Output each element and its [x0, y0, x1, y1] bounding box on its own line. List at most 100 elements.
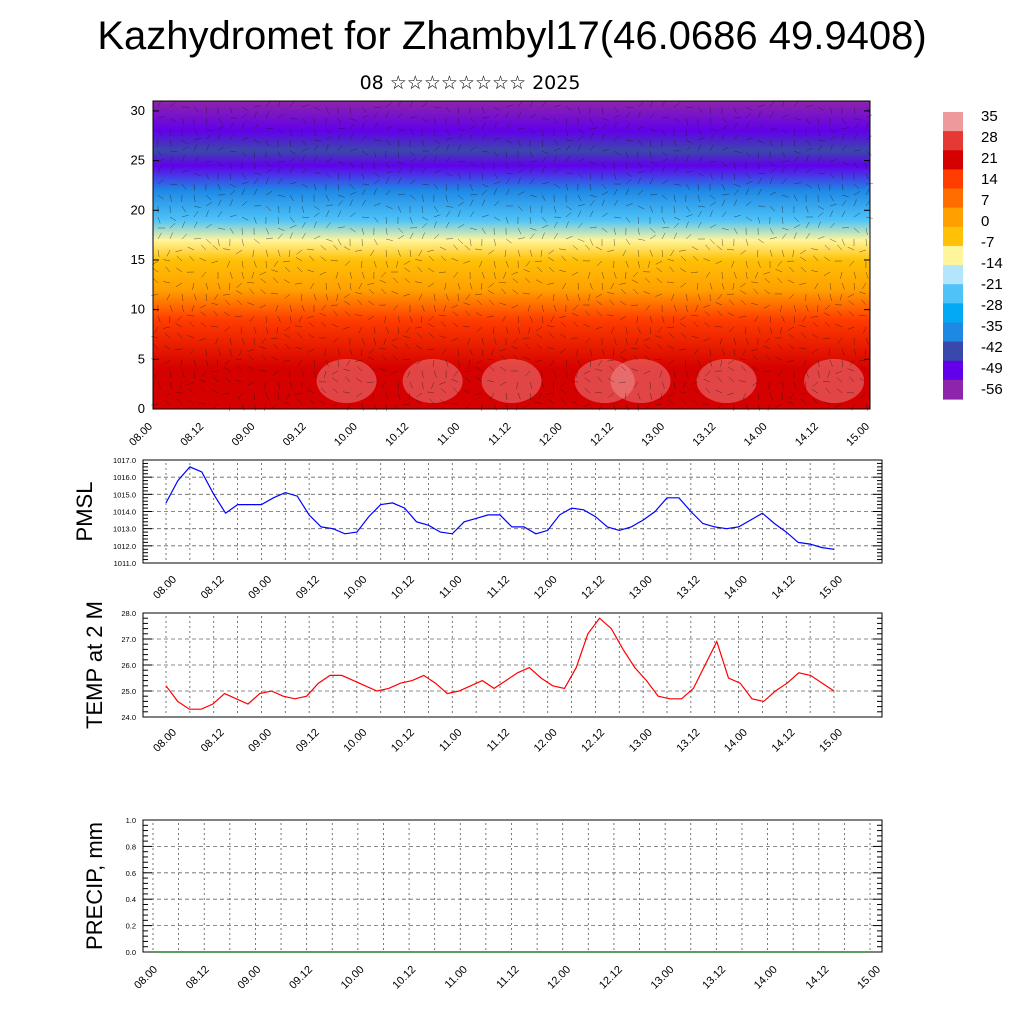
- wind-arrow: [769, 249, 773, 257]
- wind-arrow: [241, 188, 245, 196]
- wind-arrow: [248, 355, 255, 361]
- wind-arrow: [571, 401, 579, 405]
- colorbar-label: 7: [981, 192, 989, 209]
- wind-arrow: [181, 205, 186, 213]
- wind-arrow: [163, 344, 171, 350]
- wind-arrow: [670, 249, 675, 257]
- wind-arrow: [349, 227, 356, 233]
- wind-arrow: [201, 271, 207, 278]
- wind-arrow: [373, 122, 378, 130]
- wind-arrow: [841, 133, 846, 141]
- wind-arrow: [405, 343, 411, 350]
- wind-arrow: [337, 194, 345, 198]
- wind-arrow: [332, 388, 339, 394]
- x-tick-label: 10.00: [339, 964, 367, 992]
- wind-arrow: [421, 194, 424, 202]
- wind-arrow: [839, 293, 843, 301]
- wind-arrow: [427, 249, 435, 252]
- wind-arrow: [547, 256, 555, 262]
- wind-arrow: [529, 216, 532, 224]
- wind-arrow: [644, 344, 651, 350]
- wind-arrow: [517, 101, 523, 108]
- wind-arrow: [548, 266, 555, 273]
- wind-arrow: [721, 199, 726, 207]
- wind-arrow: [751, 302, 759, 306]
- wind-arrow: [610, 282, 615, 290]
- wind-arrow: [504, 249, 507, 257]
- wind-arrow: [271, 356, 279, 361]
- wind-arrow: [381, 381, 387, 388]
- x-tick-label: 12.12: [579, 574, 607, 602]
- wind-arrow: [630, 304, 639, 306]
- wind-arrow: [217, 161, 224, 167]
- wind-arrow: [307, 389, 315, 394]
- wind-arrow: [385, 139, 391, 146]
- y-tick-label: 0: [138, 401, 145, 416]
- wind-arrow: [788, 333, 795, 339]
- wind-arrow: [517, 111, 522, 119]
- wind-arrow: [793, 232, 797, 240]
- wind-arrow: [788, 293, 795, 300]
- wind-arrow: [392, 344, 399, 350]
- wind-arrow: [373, 111, 378, 119]
- wind-arrow: [625, 150, 629, 158]
- wind-arrow: [235, 379, 243, 383]
- wind-arrow: [812, 321, 819, 328]
- wind-arrow: [733, 271, 737, 279]
- wind-arrow: [373, 188, 377, 196]
- wind-arrow: [841, 238, 845, 246]
- wind-arrow: [548, 398, 555, 405]
- wind-arrow: [385, 216, 387, 225]
- x-tick-label: 08.12: [199, 727, 227, 755]
- wind-arrow: [229, 348, 232, 356]
- wind-arrow: [180, 359, 183, 367]
- wind-arrow: [213, 376, 219, 383]
- wind-arrow: [848, 300, 855, 306]
- wind-arrow: [433, 155, 437, 163]
- wind-arrow: [344, 260, 351, 266]
- wind-arrow: [577, 135, 584, 141]
- wind-arrow: [585, 244, 591, 251]
- wind-arrow: [505, 238, 512, 244]
- wind-arrow: [625, 326, 628, 334]
- wind-arrow: [601, 191, 609, 196]
- wind-arrow: [685, 145, 692, 152]
- y-tick-label: 1014.0: [113, 508, 136, 517]
- wind-arrow: [229, 227, 235, 235]
- wind-arrow: [779, 326, 783, 334]
- wind-arrow: [217, 238, 220, 246]
- x-tick-label: 14.00: [752, 964, 780, 992]
- wind-arrow: [517, 168, 524, 174]
- wind-arrow: [685, 183, 691, 190]
- wind-arrow: [753, 288, 759, 295]
- wind-arrow: [607, 359, 615, 362]
- wind-arrow: [517, 177, 521, 185]
- wind-arrow: [431, 381, 435, 389]
- wind-arrow: [817, 144, 822, 152]
- wind-arrow: [553, 183, 560, 189]
- wind-arrow: [193, 221, 198, 229]
- wind-arrow: [860, 392, 867, 398]
- wind-arrow: [265, 326, 269, 334]
- chart-subtitle: 08 ☆☆☆☆☆☆☆☆ 2025: [359, 72, 581, 94]
- wind-arrow: [848, 311, 855, 317]
- wind-arrow: [536, 333, 543, 339]
- wind-arrow: [529, 315, 533, 323]
- wind-arrow: [529, 205, 532, 213]
- wind-arrow: [777, 370, 783, 377]
- series-line: [165, 466, 835, 550]
- wind-arrow: [721, 124, 729, 130]
- wind-arrow: [475, 248, 483, 251]
- wind-arrow: [853, 199, 857, 207]
- wind-arrow: [613, 188, 618, 196]
- wind-arrow: [799, 282, 807, 286]
- wind-arrow: [217, 227, 225, 230]
- wind-arrow: [717, 293, 723, 300]
- wind-arrow: [836, 388, 843, 394]
- wind-arrow: [343, 293, 351, 299]
- wind-arrow: [697, 359, 701, 367]
- wind-arrow: [625, 172, 633, 177]
- wind-arrow: [757, 188, 762, 196]
- wind-arrow: [283, 260, 291, 263]
- wind-arrow: [793, 182, 801, 185]
